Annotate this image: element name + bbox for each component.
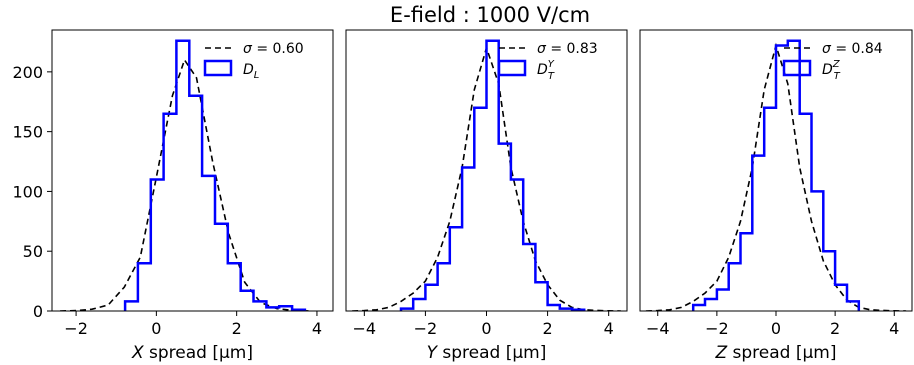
- panel-3: −4 −2 0 2 4 Z spread [μm] σ = 0.84 DZ T: [639, 29, 913, 363]
- x-tick-label: −2: [414, 319, 438, 338]
- x-tick-label: 0: [481, 319, 491, 338]
- x-axis-label: Z spread [μm]: [714, 343, 836, 363]
- histogram-bin: [151, 179, 164, 311]
- histogram-bin: [511, 179, 523, 311]
- histogram-bin: [266, 307, 279, 311]
- histogram-bin: [228, 263, 241, 311]
- y-tick-label: 150: [12, 123, 43, 142]
- histogram-bin: [535, 282, 547, 311]
- legend-hist-label: DZ T: [822, 59, 841, 82]
- y-tick-label: 100: [12, 182, 43, 201]
- histogram-bin: [125, 301, 138, 311]
- histogram-bin: [138, 263, 151, 311]
- x-tick-label: −4: [646, 319, 670, 338]
- histogram-outline: [123, 39, 307, 312]
- y-tick-label: 0: [33, 302, 43, 321]
- histogram-bin: [752, 156, 764, 311]
- histogram-bin: [202, 176, 215, 311]
- legend-hist-swatch: [497, 59, 527, 77]
- histogram-bin: [413, 299, 425, 311]
- panel-2: −4 −2 0 2 4 Y spread [μm] σ = 0.83 DY T: [345, 29, 628, 363]
- histogram-bin: [811, 191, 823, 311]
- y-tick-label: 50: [23, 242, 43, 261]
- x-tick-label: 4: [604, 319, 614, 338]
- histogram-outline: [399, 39, 586, 312]
- histogram-bin: [835, 285, 847, 311]
- legend-fit-label: σ = 0.60: [243, 41, 304, 57]
- legend-hist-swatch: [782, 59, 812, 77]
- histogram-bin: [705, 299, 717, 311]
- x-tick-label: 4: [889, 319, 899, 338]
- histogram-bin: [499, 144, 511, 311]
- legend-hist-label: DL: [243, 62, 259, 81]
- x-axis-label: X spread [μm]: [131, 343, 253, 363]
- histogram-bin: [523, 244, 535, 311]
- histogram-bin: [847, 301, 859, 311]
- x-tick-label: −2: [64, 319, 88, 338]
- legend-hist-label: DY T: [537, 59, 555, 82]
- x-tick-label: 0: [771, 319, 781, 338]
- legend-fit-label: σ = 0.83: [537, 41, 598, 57]
- histogram-bin: [693, 305, 705, 311]
- axes-frame: [51, 29, 334, 312]
- x-tick-label: −2: [705, 319, 729, 338]
- x-tick-label: 0: [151, 319, 161, 338]
- histogram-bin: [741, 233, 753, 311]
- histogram-bin: [462, 168, 474, 311]
- panel-1: −2 0 2 4 0 50 100 150 200 X spread [μm] σ = 0.60 DL: [12, 29, 334, 363]
- histogram-bin: [717, 289, 729, 311]
- legend-hist-swatch: [203, 59, 233, 77]
- legend: σ = 0.83 DY T: [497, 41, 598, 82]
- x-tick-label: 2: [830, 319, 840, 338]
- histogram-bin: [788, 41, 800, 311]
- histogram-bin: [764, 108, 776, 311]
- histogram-bin: [164, 114, 177, 311]
- x-tick-label: 2: [542, 319, 552, 338]
- histogram-bin: [450, 227, 462, 311]
- histogram-bin: [800, 114, 812, 311]
- histogram-bin: [241, 291, 254, 311]
- histogram-bin: [279, 306, 292, 311]
- figure-title: E-field : 1000 V/cm: [390, 3, 590, 27]
- histogram-bin: [215, 224, 228, 311]
- x-axis-label: Y spread [μm]: [427, 343, 547, 363]
- histogram-bin: [176, 41, 189, 311]
- histogram-bin: [729, 263, 741, 311]
- legend: σ = 0.60 DL: [203, 41, 304, 81]
- histogram-bin: [438, 263, 450, 311]
- histogram-bin: [776, 46, 788, 311]
- x-tick-label: −4: [353, 319, 377, 338]
- histogram-bin: [487, 41, 499, 311]
- histogram-bin: [189, 96, 202, 311]
- histogram-bin: [474, 108, 486, 311]
- histogram-outline: [691, 39, 861, 311]
- x-tick-label: 2: [232, 319, 242, 338]
- legend-fit-label: σ = 0.84: [822, 41, 883, 57]
- histogram-bin: [823, 251, 835, 311]
- histogram-bin: [254, 301, 267, 311]
- histogram-bin: [548, 305, 560, 311]
- y-tick-label: 200: [12, 63, 43, 82]
- x-tick-label: 4: [312, 319, 322, 338]
- histogram-bin: [425, 285, 437, 311]
- legend: σ = 0.84 DZ T: [782, 41, 883, 82]
